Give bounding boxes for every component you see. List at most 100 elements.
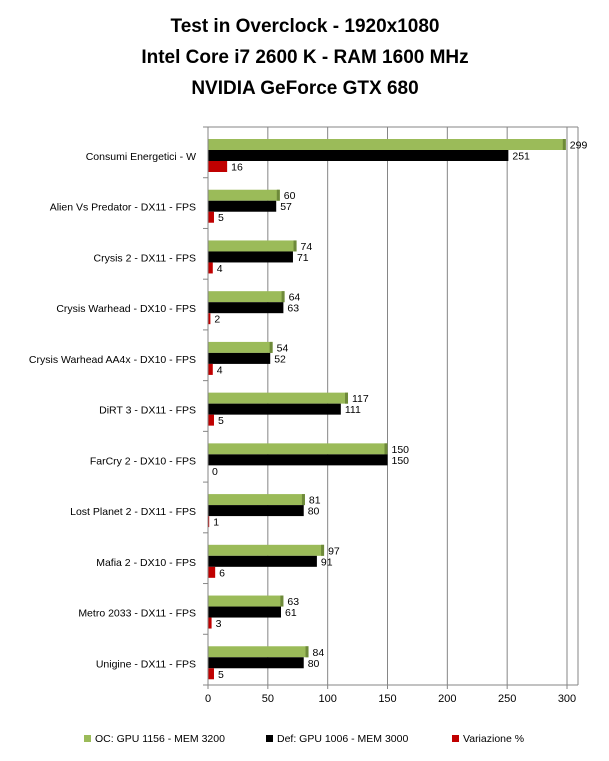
value-label-1-4: 52 [274,353,286,365]
x-tick-label-6: 300 [558,693,576,705]
x-tick-label-0: 0 [205,693,211,705]
value-label-2-0: 16 [231,162,243,174]
bar-2-2 [208,262,213,274]
legend-label-0: OC: GPU 1156 - MEM 3200 [95,733,225,745]
value-label-0-8: 97 [328,545,340,557]
value-label-2-7: 1 [213,517,219,529]
value-label-1-8: 91 [321,556,333,568]
x-tick-label-1: 50 [262,693,274,705]
bar-2-10 [208,668,214,680]
value-label-1-6: 150 [392,455,410,467]
bar-0-10 [208,646,309,658]
bar-0-0 [208,139,566,150]
value-label-1-7: 80 [308,506,320,518]
category-label-4: Crysis Warhead AA4x - DX10 - FPS [29,354,196,366]
value-label-0-7: 81 [309,495,321,507]
bar-edge-0-1 [276,189,280,201]
category-label-9: Metro 2033 - DX11 - FPS [78,608,196,620]
x-tick-label-2: 100 [318,693,336,705]
bar-1-8 [208,555,317,567]
bar-1-9 [208,606,281,618]
value-label-1-1: 57 [280,201,292,213]
value-label-1-5: 111 [345,404,361,416]
value-label-2-6: 0 [212,466,218,478]
legend-swatch-2 [452,735,459,742]
x-tick-label-3: 150 [378,693,396,705]
bar-edge-0-10 [305,646,309,658]
bar-edge-0-7 [301,494,305,506]
bar-0-4 [208,341,273,353]
bar-0-2 [208,240,297,252]
value-label-0-0: 299 [570,140,588,152]
axes: Consumi Energetici - W Alien Vs Predator … [29,126,578,705]
bar-1-6 [208,454,388,466]
bar-2-4 [208,363,213,375]
value-label-0-10: 84 [313,647,325,659]
value-label-1-3: 63 [287,303,299,315]
chart-title: Test in Overclock - 1920x1080 Intel Core … [141,16,468,99]
bar-edge-0-3 [281,291,285,303]
bar-0-3 [208,291,285,303]
category-label-5: DiRT 3 - DX11 - FPS [99,405,196,417]
value-label-2-1: 5 [218,212,224,224]
category-label-10: Unigine - DX11 - FPS [96,658,196,670]
category-label-3: Crysis Warhead - DX10 - FPS [56,303,196,315]
x-tick-label-5: 250 [498,693,516,705]
bar-edge-0-9 [280,595,284,607]
legend-label-2: Variazione % [463,733,524,745]
value-label-0-3: 64 [289,292,301,304]
bar-2-5 [208,414,214,426]
category-label-2: Crysis 2 - DX11 - FPS [94,252,197,264]
bar-2-8 [208,566,216,578]
bar-1-5 [208,403,341,415]
bar-1-7 [208,505,304,517]
value-label-0-5: 117 [352,393,369,405]
category-label-6: FarCry 2 - DX10 - FPS [90,455,196,467]
bar-0-9 [208,595,284,607]
bar-0-5 [208,392,349,404]
bars: 2996074645411715081976384251577163521111… [208,139,587,681]
category-label-1: Alien Vs Predator - DX11 - FPS [50,202,196,214]
bar-2-1 [208,211,214,223]
bar-0-6 [208,443,388,455]
category-label-0: Consumi Energetici - W [86,151,196,163]
x-tick-label-4: 200 [438,693,456,705]
title-line-1: Test in Overclock - 1920x1080 [171,16,440,37]
bar-edge-0-0 [562,139,566,150]
value-label-0-2: 74 [301,241,313,253]
bar-2-7 [208,516,210,528]
bar-2-3 [208,313,211,325]
value-label-2-5: 5 [218,415,224,427]
value-label-0-9: 63 [287,596,299,608]
title-line-3: NVIDIA GeForce GTX 680 [191,78,418,99]
title-line-2: Intel Core i7 2600 K - RAM 1600 MHz [141,47,468,68]
legend-label-1: Def: GPU 1006 - MEM 3000 [277,733,408,745]
bar-0-8 [208,544,325,556]
bar-1-2 [208,251,293,263]
bar-edge-0-2 [293,240,297,252]
value-label-1-10: 80 [308,658,320,670]
bar-edge-0-8 [321,544,325,556]
value-label-2-8: 6 [219,567,225,579]
value-label-0-1: 60 [284,190,296,202]
bar-1-10 [208,657,304,669]
bar-edge-0-5 [345,392,349,404]
bar-1-1 [208,200,277,212]
gridlines [208,126,579,685]
value-label-0-6: 150 [392,444,410,456]
value-label-2-2: 4 [217,263,223,275]
value-label-2-10: 5 [218,669,224,681]
bar-1-3 [208,302,284,314]
category-label-7: Lost Planet 2 - DX11 - FPS [70,506,196,518]
value-label-2-9: 3 [216,618,222,630]
bar-1-4 [208,352,271,364]
legend: OC: GPU 1156 - MEM 3200 Def: GPU 1006 - M… [84,733,524,745]
value-label-0-4: 54 [277,342,289,354]
value-label-1-0: 251 [512,151,530,163]
bar-1-0 [208,150,509,161]
bar-edge-0-4 [269,341,273,353]
value-label-2-4: 4 [217,364,223,376]
legend-swatch-1 [266,735,273,742]
value-label-1-9: 61 [285,607,297,619]
